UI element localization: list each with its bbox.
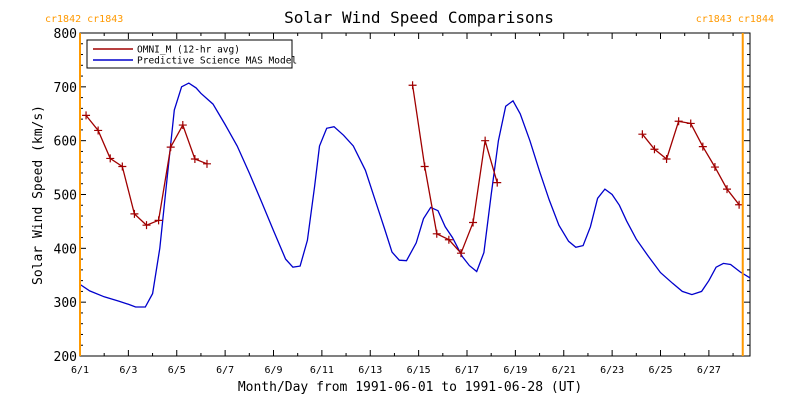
omni-data-point <box>94 126 103 135</box>
y-axis: 200 300 400 500 600 700 800 <box>54 27 750 365</box>
series-layer <box>80 81 750 308</box>
plot-area <box>79 32 751 357</box>
x-tick-label: 6/19 <box>503 365 527 376</box>
omni-data-point <box>118 162 127 171</box>
omni-data-point <box>202 159 211 168</box>
legend-label: OMNI_M (12-hr avg) <box>137 45 240 56</box>
omni-data-point <box>723 185 732 194</box>
x-tick-label: 6/11 <box>310 365 334 376</box>
y-tick-label: 200 <box>54 350 77 365</box>
carrington-label: cr1842 cr1843 <box>45 14 123 25</box>
x-tick-label: 6/1 <box>71 365 89 376</box>
mas-series <box>80 82 750 308</box>
chart-title: Solar Wind Speed Comparisons <box>284 8 554 27</box>
omni-line-segment <box>641 120 740 206</box>
y-tick-label: 500 <box>54 189 77 204</box>
omni-data-point <box>638 130 647 139</box>
x-tick-label: 6/21 <box>552 365 576 376</box>
legend-box <box>86 39 293 69</box>
x-tick-label: 6/5 <box>168 365 186 376</box>
omni-data-point <box>142 221 151 230</box>
omni-data-point <box>469 218 478 227</box>
x-tick-label: 6/13 <box>358 365 382 376</box>
omni-data-point <box>154 216 163 225</box>
omni-data-point <box>420 162 429 171</box>
x-tick-label: 6/27 <box>697 365 721 376</box>
y-axis-label: Solar Wind Speed (km/s) <box>31 105 46 285</box>
x-tick-label: 6/15 <box>407 365 431 376</box>
y-tick-label: 300 <box>54 296 77 311</box>
plot-frame <box>79 32 751 357</box>
y-tick-label: 800 <box>54 27 77 42</box>
x-tick-label: 6/3 <box>119 365 137 376</box>
omni-data-point <box>190 154 199 163</box>
omni-data-point <box>178 121 187 130</box>
omni-data-point <box>106 154 115 163</box>
x-tick-label: 6/25 <box>648 365 672 376</box>
omni-data-point <box>130 209 139 218</box>
omni-data-point <box>674 117 683 126</box>
y-tick-label: 600 <box>54 135 77 150</box>
x-tick-label: 6/17 <box>455 365 479 376</box>
omni-line-segment <box>411 85 498 255</box>
x-tick-label: 6/9 <box>264 365 282 376</box>
omni-series <box>82 81 744 258</box>
omni-data-point <box>408 81 417 90</box>
omni-data-point <box>650 145 659 154</box>
omni-data-point <box>82 111 91 120</box>
omni-data-point <box>710 163 719 172</box>
omni-data-point <box>456 249 465 258</box>
omni-data-point <box>444 235 453 244</box>
omni-data-point <box>493 178 502 187</box>
y-tick-label: 400 <box>54 242 77 257</box>
carrington-label: cr1843 cr1844 <box>696 14 774 25</box>
x-axis-label: Month/Day from 1991-06-01 to 1991-06-28 … <box>238 380 582 395</box>
x-tick-label: 6/7 <box>216 365 234 376</box>
x-axis: 6/1 6/3 6/5 6/7 6/9 6/11 6/13 6/15 6/17 6/19 6/21 6… <box>71 33 734 376</box>
x-tick-label: 6/23 <box>600 365 624 376</box>
legend: OMNI_M (12-hr avg)Predictive Science MAS… <box>86 39 297 69</box>
omni-data-point <box>698 142 707 151</box>
omni-data-point <box>432 229 441 238</box>
omni-data-point <box>166 143 175 152</box>
legend-label: Predictive Science MAS Model <box>137 56 297 67</box>
mas-line-segment <box>80 82 750 308</box>
omni-data-point <box>686 119 695 128</box>
carrington-markers: cr1842 cr1843 cr1843 cr1844 <box>45 14 774 356</box>
omni-line-segment <box>85 114 208 226</box>
omni-data-point <box>481 136 490 145</box>
y-tick-label: 700 <box>54 81 77 96</box>
omni-data-point <box>662 154 671 163</box>
